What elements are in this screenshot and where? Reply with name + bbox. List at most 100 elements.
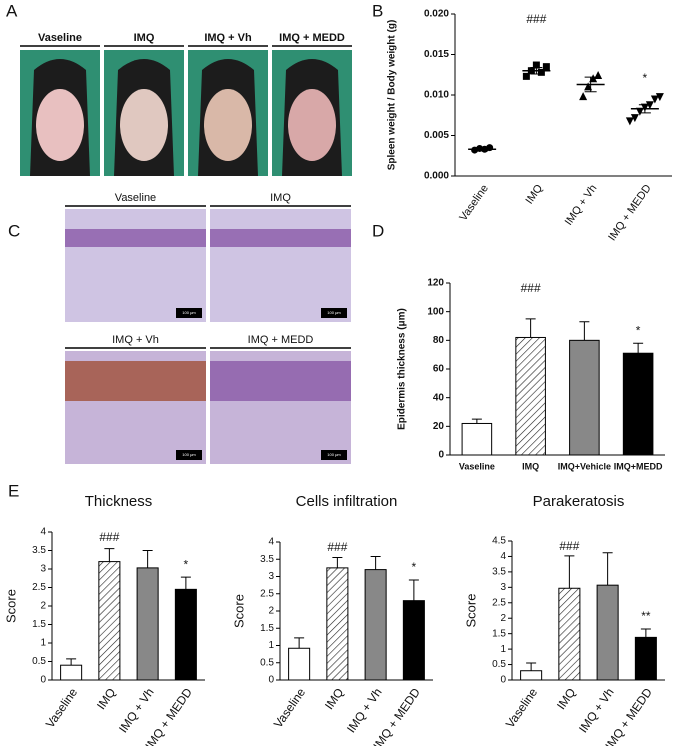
bar [558, 587, 581, 681]
data-point [655, 93, 664, 102]
error-bar [142, 550, 153, 568]
annotation: ### [327, 540, 347, 554]
y-tick-label: 3.5 [260, 554, 274, 565]
image-label: IMQ + MEDD [248, 334, 314, 346]
y-axis-label: Spleen weight / Body weight (g) [387, 20, 398, 171]
x-tick-label: Vaseline [271, 685, 309, 730]
y-tick-label: 4 [500, 551, 506, 562]
y-tick-label: 0.020 [424, 9, 449, 20]
error-bar [408, 579, 419, 601]
x-tick-label: Vaseline [43, 685, 81, 730]
bar [515, 336, 546, 456]
y-tick-label: 0.5 [492, 659, 506, 670]
y-tick-label: 0.5 [32, 656, 46, 667]
y-tick-label: 0.015 [424, 49, 449, 60]
error-bar [633, 342, 644, 354]
error-bar [564, 555, 575, 589]
y-tick-label: 0.000 [424, 171, 449, 182]
error-bar [526, 662, 537, 671]
data-point [594, 71, 603, 80]
x-tick-label: IMQ + MEDD [606, 182, 654, 243]
scale-label: 100 μm [327, 310, 341, 315]
y-tick-label: 0 [500, 675, 506, 686]
panel-letter: A [6, 1, 18, 20]
y-tick-label: 0 [268, 675, 274, 686]
y-tick-label: 1 [500, 644, 506, 655]
y-tick-label: 100 [427, 306, 444, 317]
x-tick-label: IMQ [522, 461, 539, 471]
y-tick-label: 2 [40, 601, 46, 612]
y-axis-label: Score [231, 594, 246, 628]
data-point [650, 95, 659, 104]
y-tick-label: 4 [40, 527, 46, 538]
error-bar [638, 104, 651, 114]
data-point [635, 107, 644, 116]
photo-label: Vaseline [38, 32, 82, 44]
error-bar [525, 318, 536, 338]
data-point [542, 63, 550, 71]
annotation: ### [99, 530, 119, 544]
annotation: * [636, 323, 641, 337]
bar [634, 636, 657, 681]
x-tick-label: Vaseline [457, 183, 491, 224]
error-bar [602, 552, 613, 586]
chart-title: Cells infiltration [296, 493, 398, 510]
bar [569, 339, 600, 456]
error-bar [180, 576, 191, 590]
y-axis-label: Epidermis thickness (μm) [397, 308, 408, 430]
x-tick-label: IMQ + Vh [576, 686, 617, 736]
bar [326, 567, 349, 681]
y-tick-label: 1 [268, 640, 274, 651]
lesion [204, 89, 252, 161]
y-tick-label: 0.010 [424, 90, 449, 101]
error-bar [332, 557, 343, 568]
data-point [522, 72, 530, 80]
y-tick-label: 3 [40, 564, 46, 575]
y-tick-label: 2.5 [260, 588, 274, 599]
panel-letter: E [8, 481, 19, 500]
error-bar [294, 637, 305, 649]
x-tick-label: IMQ + Vh [344, 686, 385, 736]
y-axis-label: Score [3, 589, 18, 623]
data-point [625, 117, 634, 126]
image-label: IMQ + Vh [112, 334, 159, 346]
scale-bar-box [321, 308, 347, 318]
x-tick-label: IMQ [554, 686, 578, 713]
scale-label: 100 μm [182, 452, 196, 457]
y-tick-label: 0 [40, 675, 46, 686]
y-tick-label: 60 [433, 364, 445, 375]
chart-title: Parakeratosis [533, 493, 625, 510]
y-tick-label: 3 [268, 571, 274, 582]
annotation: * [412, 560, 417, 574]
y-tick-label: 1.5 [32, 619, 46, 630]
bar [98, 561, 121, 681]
x-tick-label: Vaseline [503, 685, 541, 730]
image-label: IMQ [270, 192, 291, 204]
bar [136, 567, 159, 681]
annotation: * [643, 71, 648, 85]
scale-bar-box [176, 308, 202, 318]
y-tick-label: 1.5 [260, 623, 274, 634]
scale-label: 100 μm [182, 310, 196, 315]
error-bar [104, 548, 115, 562]
y-tick-label: 1 [40, 638, 46, 649]
y-tick-label: 2 [500, 613, 506, 624]
lesion [36, 89, 84, 161]
photo-label: IMQ + Vh [204, 32, 252, 44]
lesion [120, 89, 168, 161]
histology-image [210, 209, 351, 322]
y-tick-label: 120 [427, 278, 444, 289]
data-point [537, 68, 545, 76]
annotation: ### [526, 12, 546, 26]
y-tick-label: 40 [433, 392, 445, 403]
x-tick-label: IMQ + Vh [563, 183, 600, 228]
bar [520, 670, 543, 681]
error-bar [584, 76, 597, 93]
error-bar [579, 321, 590, 341]
y-tick-label: 3.5 [32, 545, 46, 556]
bar [402, 600, 425, 681]
scale-bar-box [321, 450, 347, 460]
y-axis-label: Score [463, 594, 478, 628]
bar [364, 569, 387, 681]
